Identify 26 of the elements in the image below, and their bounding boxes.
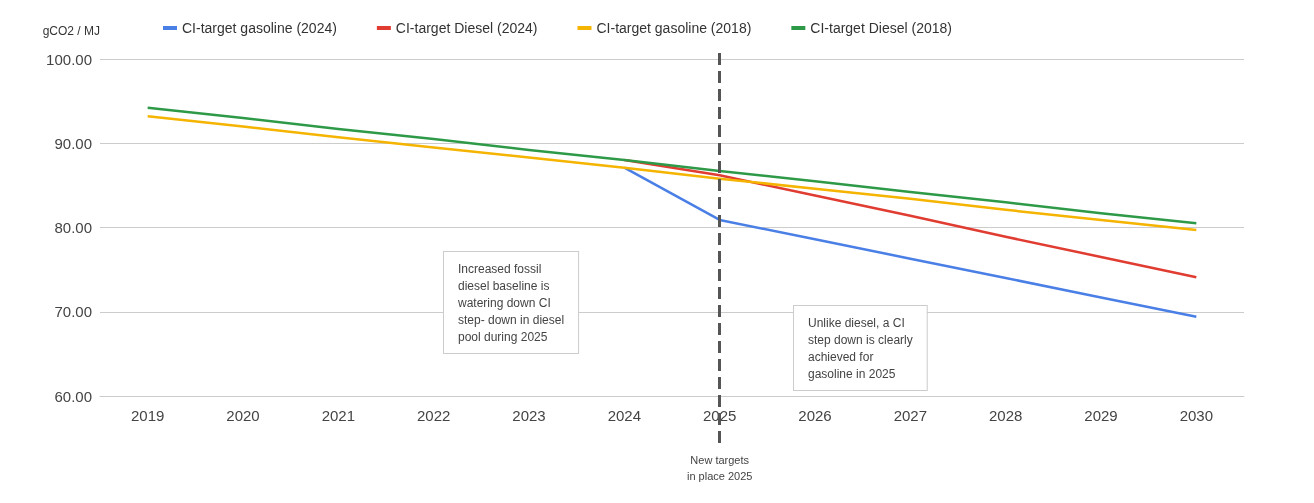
- y-tick-label: 70.00: [54, 303, 92, 321]
- annotation: Unlike diesel, a CI step down is clearly achieved for gasoline in 2025: [808, 315, 913, 381]
- line-series: [623, 166, 1198, 319]
- y-tick-label: 80.00: [54, 219, 92, 236]
- x-tick-label: 2028: [988, 407, 1023, 424]
- legend-label: CI-target gasoline (2024): [182, 20, 337, 36]
- x-tick-label: 2019: [130, 407, 165, 424]
- legend-label: CI-target Diesel (2018): [810, 20, 952, 36]
- y-tick-label: 90.00: [54, 134, 92, 152]
- y-tick-label: 60.00: [54, 387, 92, 405]
- x-tick-label: 2024: [607, 407, 642, 424]
- y-axis-title: gCO2 / MJ: [42, 24, 100, 38]
- x-tick-label: 2030: [1179, 407, 1214, 424]
- x-tick-label: 2022: [416, 407, 451, 424]
- ref-line-label: New targets in place 2025: [686, 454, 753, 482]
- legend-label: CI-target Diesel (2024): [395, 20, 538, 36]
- x-tick-label: 2029: [1084, 407, 1118, 424]
- x-tick-label: 2021: [321, 407, 356, 424]
- legend-label: CI-target gasoline (2018): [596, 20, 752, 36]
- line-series: [623, 158, 1198, 279]
- x-tick-label: 2026: [798, 407, 832, 424]
- x-tick-label: 2020: [226, 407, 260, 424]
- y-tick-label: 100.00: [46, 50, 92, 68]
- annotation: Increased fossil diesel baseline is watering down CI step- down in diesel pool during 2025: [457, 261, 565, 344]
- x-tick-label: 2027: [893, 407, 928, 424]
- x-tick-label: 2023: [512, 407, 546, 424]
